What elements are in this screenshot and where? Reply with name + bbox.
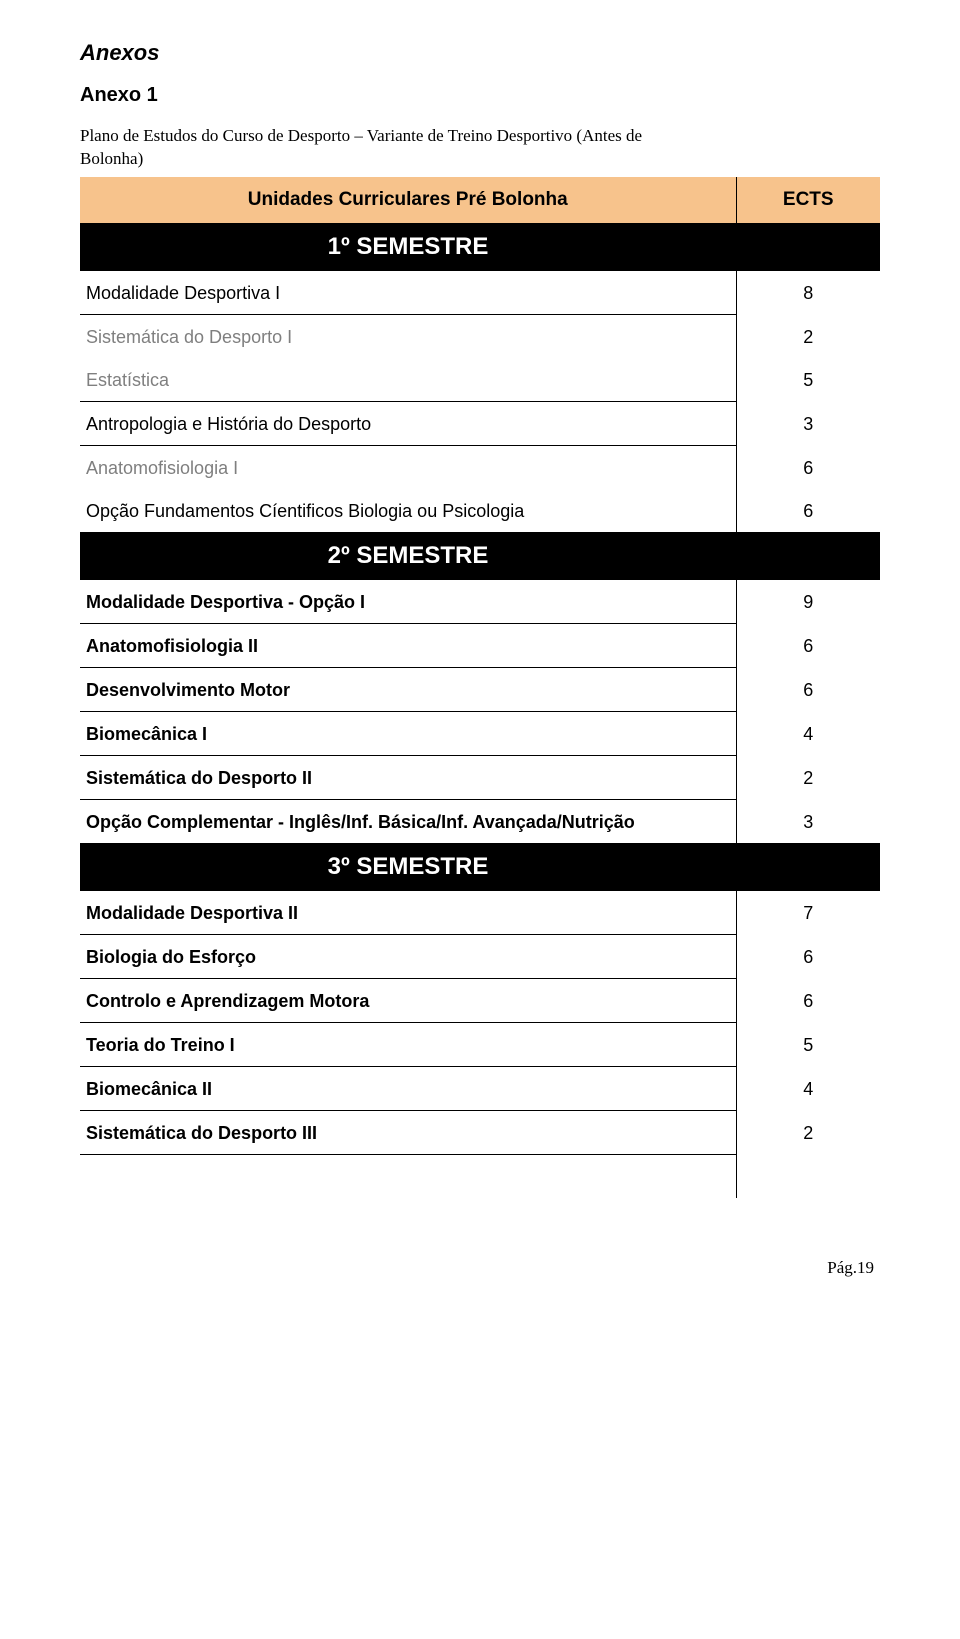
row-value: 4 [736, 1066, 880, 1110]
semester-3-row: 3º SEMESTRE [80, 843, 880, 891]
row-label: Desenvolvimento Motor [80, 667, 736, 711]
row-value: 9 [736, 580, 880, 624]
row-value: 8 [736, 271, 880, 315]
row-value: 6 [736, 934, 880, 978]
header-ects: ECTS [736, 177, 880, 223]
table-row: Opção Fundamentos Cíentificos Biologia o… [80, 489, 880, 532]
row-value: 6 [736, 623, 880, 667]
table-row: Anatomofisiologia I 6 [80, 445, 880, 489]
table-row: Opção Complementar - Inglês/Inf. Básica/… [80, 799, 880, 843]
row-label: Anatomofisiologia I [80, 445, 736, 489]
table-row: Biomecânica II 4 [80, 1066, 880, 1110]
row-value: 3 [736, 799, 880, 843]
semester-1-row: 1º SEMESTRE [80, 223, 880, 271]
table-row: Biomecânica I 4 [80, 711, 880, 755]
table-row: Antropologia e História do Desporto 3 [80, 401, 880, 445]
plano-text: Plano de Estudos do Curso de Desporto – … [80, 125, 880, 171]
table-header-row: Unidades Curriculares Pré Bolonha ECTS [80, 177, 880, 223]
table-row: Controlo e Aprendizagem Motora 6 [80, 978, 880, 1022]
heading-anexo1: Anexo 1 [80, 84, 880, 107]
table-row: Modalidade Desportiva I 8 [80, 271, 880, 315]
row-value: 7 [736, 891, 880, 935]
row-label: Opção Fundamentos Cíentificos Biologia o… [80, 489, 736, 532]
semester-1-blank [736, 223, 880, 271]
row-label: Biologia do Esforço [80, 934, 736, 978]
semester-2-row: 2º SEMESTRE [80, 532, 880, 580]
row-label: Modalidade Desportiva I [80, 271, 736, 315]
row-label: Antropologia e História do Desporto [80, 401, 736, 445]
row-value: 6 [736, 445, 880, 489]
table-row: Modalidade Desportiva II 7 [80, 891, 880, 935]
row-label: Sistemática do Desporto I [80, 314, 736, 358]
plano-line2: Bolonha) [80, 149, 143, 168]
row-label: Controlo e Aprendizagem Motora [80, 978, 736, 1022]
plano-line1: Plano de Estudos do Curso de Desporto – … [80, 126, 642, 145]
row-value: 4 [736, 711, 880, 755]
table-row: Sistemática do Desporto I 2 [80, 314, 880, 358]
row-label: Modalidade Desportiva - Opção I [80, 580, 736, 624]
spacer-row [80, 1154, 880, 1198]
row-label: Teoria do Treino I [80, 1022, 736, 1066]
row-value: 2 [736, 314, 880, 358]
row-value: 6 [736, 978, 880, 1022]
semester-3-label: 3º SEMESTRE [80, 843, 736, 891]
header-label: Unidades Curriculares Pré Bolonha [80, 177, 736, 223]
table-row: Anatomofisiologia II 6 [80, 623, 880, 667]
row-value: 6 [736, 489, 880, 532]
semester-3-blank [736, 843, 880, 891]
row-label: Sistemática do Desporto II [80, 755, 736, 799]
table-row: Sistemática do Desporto II 2 [80, 755, 880, 799]
row-label: Estatística [80, 358, 736, 402]
row-value: 2 [736, 755, 880, 799]
heading-anexos: Anexos [80, 40, 880, 66]
table-row: Biologia do Esforço 6 [80, 934, 880, 978]
table-row: Sistemática do Desporto III 2 [80, 1110, 880, 1154]
table-row: Modalidade Desportiva - Opção I 9 [80, 580, 880, 624]
row-label: Modalidade Desportiva II [80, 891, 736, 935]
table-row: Desenvolvimento Motor 6 [80, 667, 880, 711]
curriculum-table: Unidades Curriculares Pré Bolonha ECTS 1… [80, 177, 880, 1199]
row-label: Opção Complementar - Inglês/Inf. Básica/… [80, 799, 736, 843]
semester-1-label: 1º SEMESTRE [80, 223, 736, 271]
row-label: Biomecânica I [80, 711, 736, 755]
row-label: Biomecânica II [80, 1066, 736, 1110]
table-row: Teoria do Treino I 5 [80, 1022, 880, 1066]
row-value: 5 [736, 1022, 880, 1066]
semester-2-label: 2º SEMESTRE [80, 532, 736, 580]
semester-2-blank [736, 532, 880, 580]
table-row: Estatística 5 [80, 358, 880, 402]
row-value: 5 [736, 358, 880, 402]
row-label: Sistemática do Desporto III [80, 1110, 736, 1154]
row-label: Anatomofisiologia II [80, 623, 736, 667]
row-value: 2 [736, 1110, 880, 1154]
row-value: 3 [736, 401, 880, 445]
row-value: 6 [736, 667, 880, 711]
page-footer: Pág.19 [80, 1258, 880, 1278]
